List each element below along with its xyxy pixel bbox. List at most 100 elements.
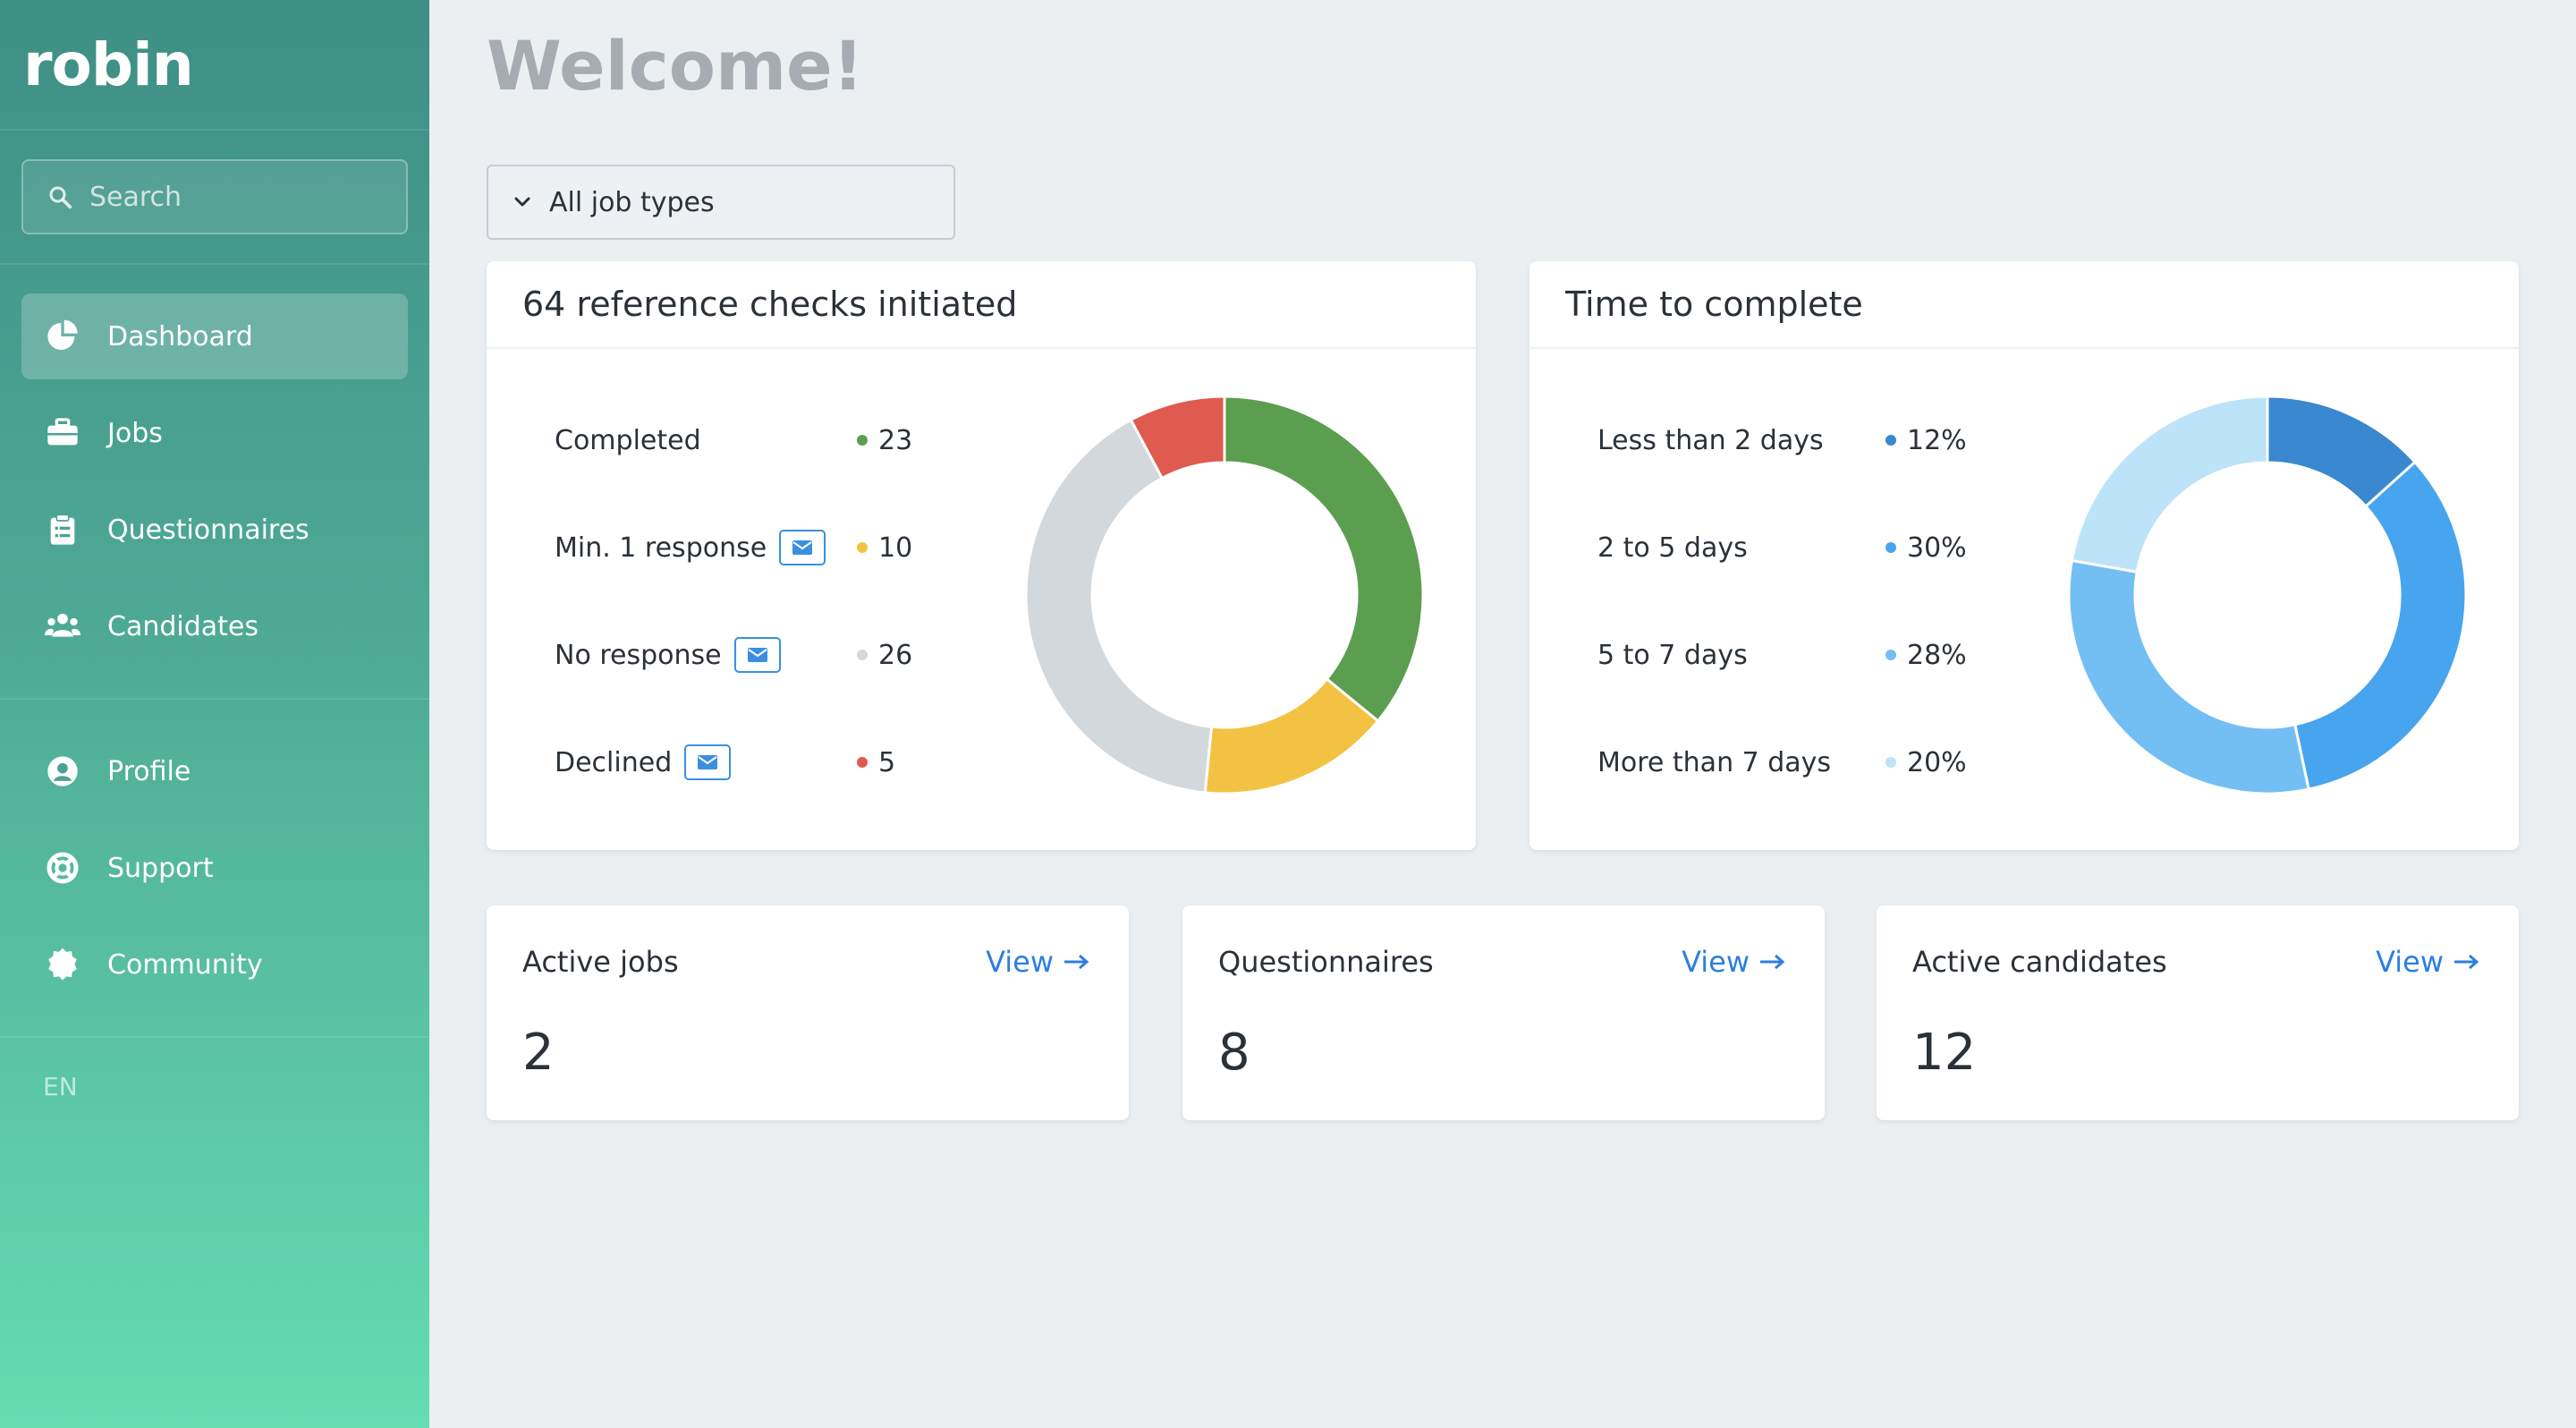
sidebar-item-label: Profile (107, 755, 191, 787)
legend-value: 23 (857, 419, 912, 462)
questionnaires-card: Questionnaires View 8 (1182, 905, 1825, 1120)
send-reminder-button[interactable] (779, 530, 826, 565)
sidebar-divider (0, 698, 429, 700)
app-logo[interactable]: robin (23, 30, 194, 99)
legend-label: Less than 2 days (1597, 424, 1824, 456)
legend-label: 5 to 7 days (1597, 639, 1748, 671)
legend-row: More than 7 days (1597, 741, 1831, 784)
legend-value: 12% (1885, 419, 1967, 462)
legend-label: More than 7 days (1597, 746, 1832, 778)
legend-dot (1885, 650, 1896, 660)
legend-row: Less than 2 days (1597, 419, 1824, 462)
send-reminder-button[interactable] (733, 637, 781, 673)
sidebar-divider (0, 263, 429, 265)
arrow-right-icon (1760, 954, 1785, 970)
sidebar-divider (0, 1036, 429, 1038)
reference-checks-title: 64 reference checks initiated (487, 261, 1476, 349)
sidebar-item-questionnaires[interactable]: Questionnaires (21, 487, 408, 573)
legend-label: Min. 1 response (555, 531, 767, 564)
legend-dot (1885, 542, 1896, 553)
arrow-right-icon (2454, 954, 2479, 970)
view-active-jobs-link[interactable]: View (986, 945, 1089, 979)
legend-value: 26 (857, 633, 912, 676)
legend-row: Min. 1 response (555, 526, 826, 569)
sidebar-item-label: Questionnaires (107, 514, 309, 546)
send-reminder-button[interactable] (684, 744, 732, 780)
sidebar-item-label: Community (107, 948, 263, 981)
reference-checks-card: 64 reference checks initiated Completed … (487, 261, 1476, 850)
sidebar-item-label: Dashboard (107, 320, 253, 353)
stat-title: Active jobs (522, 945, 679, 979)
users-icon (43, 607, 82, 646)
legend-label: 2 to 5 days (1597, 531, 1748, 564)
badge-icon (43, 945, 82, 984)
legend-label: Completed (555, 424, 701, 456)
sidebar-item-candidates[interactable]: Candidates (21, 583, 408, 669)
sidebar-item-label: Jobs (107, 417, 163, 449)
donut-slice-completed (1223, 395, 1425, 723)
legend-row: No response (555, 633, 781, 676)
legend-dot (1885, 757, 1896, 768)
active-jobs-card: Active jobs View 2 (487, 905, 1129, 1120)
briefcase-icon (43, 413, 82, 453)
search-box[interactable] (21, 159, 408, 234)
search-icon (49, 186, 72, 209)
sidebar-item-label: Support (107, 852, 214, 884)
job-type-filter[interactable]: All job types (487, 165, 955, 240)
legend-dot (857, 542, 868, 553)
envelope-icon (792, 540, 813, 555)
sidebar-item-label: Candidates (107, 610, 258, 642)
legend-label: Declined (555, 746, 673, 778)
sidebar: robin Dashboard Jobs Questionnaires Cand… (0, 0, 429, 1428)
donut-slice-no-response (1024, 418, 1214, 795)
envelope-icon (747, 648, 767, 662)
filter-selected-value: All job types (549, 186, 715, 218)
language-switcher[interactable]: EN (43, 1072, 78, 1101)
legend-label: No response (555, 639, 722, 671)
active-candidates-card: Active candidates View 12 (1877, 905, 2519, 1120)
legend-value: 30% (1885, 526, 1967, 569)
time-to-complete-donut-chart (2067, 395, 2468, 795)
legend-dot (857, 757, 868, 768)
user-circle-icon (43, 752, 82, 791)
legend-row: 2 to 5 days (1597, 526, 1748, 569)
stat-title: Active candidates (1912, 945, 2167, 979)
time-to-complete-title: Time to complete (1530, 261, 2519, 349)
legend-value: 5 (857, 741, 895, 784)
stat-title: Questionnaires (1218, 945, 1434, 979)
page-title: Welcome! (487, 26, 864, 106)
life-ring-icon (43, 848, 82, 888)
reference-checks-donut-chart (1024, 395, 1425, 795)
arrow-right-icon (1064, 954, 1089, 970)
stat-value: 8 (1218, 1024, 1250, 1082)
pie-chart-icon (43, 317, 82, 356)
time-to-complete-card: Time to complete Less than 2 days 2 to 5… (1530, 261, 2519, 850)
legend-row: 5 to 7 days (1597, 633, 1748, 676)
sidebar-divider (0, 129, 429, 131)
sidebar-item-profile[interactable]: Profile (21, 728, 408, 814)
legend-value: 28% (1885, 633, 1967, 676)
legend-row: Completed (555, 419, 701, 462)
stat-value: 2 (522, 1024, 555, 1082)
donut-slice-declined (1129, 395, 1226, 480)
donut-slice-more-than-7-days (2070, 395, 2269, 574)
sidebar-item-community[interactable]: Community (21, 922, 408, 1007)
donut-slice-5-to-7-days (2067, 558, 2310, 795)
legend-dot (857, 435, 868, 446)
sidebar-item-jobs[interactable]: Jobs (21, 390, 408, 476)
clipboard-icon (43, 510, 82, 549)
envelope-icon (698, 755, 718, 769)
legend-dot (1885, 435, 1896, 446)
chevron-down-icon (514, 197, 530, 207)
legend-row: Declined (555, 741, 732, 784)
sidebar-item-support[interactable]: Support (21, 825, 408, 911)
sidebar-item-dashboard[interactable]: Dashboard (21, 293, 408, 379)
view-questionnaires-link[interactable]: View (1682, 945, 1785, 979)
donut-slice-2-to-5-days (2292, 460, 2468, 791)
legend-dot (857, 650, 868, 660)
view-active-candidates-link[interactable]: View (2376, 945, 2479, 979)
search-input[interactable] (89, 181, 394, 213)
legend-value: 20% (1885, 741, 1967, 784)
legend-value: 10 (857, 526, 912, 569)
stat-value: 12 (1912, 1024, 1977, 1082)
